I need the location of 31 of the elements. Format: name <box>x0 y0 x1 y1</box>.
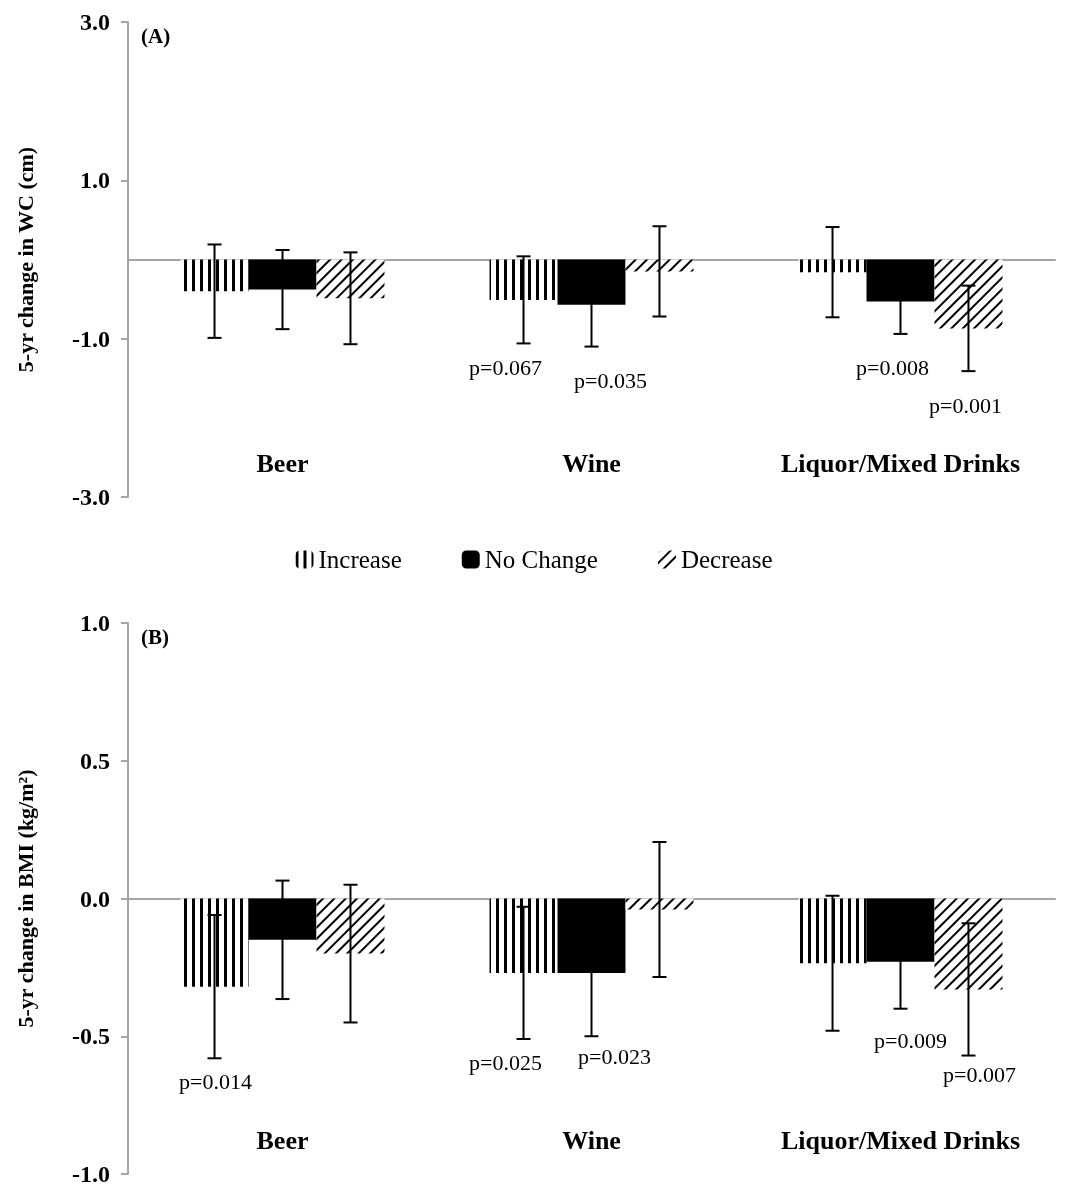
y-axis-title: 5-yr change in BMI (kg/m²) <box>12 769 38 1028</box>
y-tick-label: -1.0 <box>72 1161 110 1187</box>
x-tick-label: Beer <box>256 1125 309 1155</box>
annotation: p=0.035 <box>574 367 647 393</box>
x-tick-label: Beer <box>256 448 309 478</box>
annotation: p=0.025 <box>469 1049 542 1075</box>
annotation: p=0.001 <box>929 392 1002 418</box>
x-tick-label: Wine <box>562 448 621 478</box>
x-tick-label: Wine <box>562 1125 621 1155</box>
x-tick-label: Liquor/Mixed Drinks <box>780 1125 1021 1155</box>
annotation: p=0.009 <box>874 1027 947 1053</box>
legend-label: Increase <box>318 546 402 573</box>
annotation: p=0.007 <box>943 1061 1016 1087</box>
y-axis-title: 5-yr change in WC (cm) <box>12 146 38 373</box>
y-tick-label: 0.0 <box>80 885 110 912</box>
y-tick-label: -3.0 <box>72 484 110 510</box>
chart-title: (B) <box>141 624 169 649</box>
y-tick-label: -1.0 <box>72 325 110 352</box>
x-tick-label: Liquor/Mixed Drinks <box>780 448 1021 478</box>
y-tick-label: -0.5 <box>72 1023 110 1050</box>
chart-title: (A) <box>141 23 171 48</box>
y-tick-label: 1.0 <box>80 610 110 636</box>
annotation: p=0.008 <box>856 354 929 380</box>
annotation: p=0.023 <box>578 1043 651 1069</box>
y-tick-label: 0.5 <box>80 747 110 774</box>
y-tick-label: 1.0 <box>80 167 110 194</box>
annotation: p=0.067 <box>469 354 542 380</box>
y-tick-label: 3.0 <box>80 9 110 35</box>
annotation: p=0.014 <box>179 1068 252 1094</box>
legend-label: No Change <box>484 546 598 573</box>
legend-label: Decrease <box>680 546 773 573</box>
